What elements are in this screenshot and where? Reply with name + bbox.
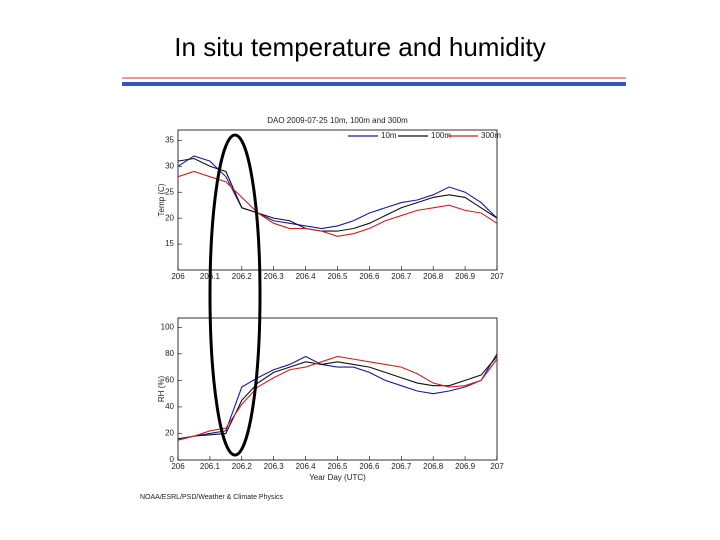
x-tick-label: 206.9 [455,272,476,281]
x-tick-label: 206.6 [359,272,380,281]
series-line [177,353,498,441]
y-tick-label: 40 [165,402,174,411]
series-line [177,170,498,237]
y-tick-label: 20 [165,213,174,222]
y-tick-label: 25 [165,187,174,196]
x-tick-label: 206.7 [391,462,412,471]
y-tick-label: 100 [161,322,175,331]
y-tick-label: 30 [165,161,174,170]
x-tick-label: 206.2 [232,462,253,471]
chart-title: DAO 2009-07-25 10m, 100m and 300m [267,116,408,125]
charts: DAO 2009-07-25 10m, 100m and 300m Temp (C… [157,116,504,482]
legend-label: 100m [431,131,451,140]
x-tick-label: 206.4 [296,272,317,281]
x-tick-label: 206.2 [232,272,253,281]
x-tick-label: 206.8 [423,462,444,471]
x-tick-label: 206.3 [264,272,285,281]
x-tick-label: 207 [490,462,504,471]
y-tick-label: 15 [165,239,174,248]
legend-label: 300m [481,131,501,140]
x-tick-label: 207 [490,272,504,281]
series-line [177,355,498,441]
y-axis-label: RH (%) [157,376,166,403]
x-tick-label: 206.7 [391,272,412,281]
x-tick-label: 206 [171,462,185,471]
x-tick-label: 206.5 [327,272,348,281]
x-tick-label: 206.9 [455,462,476,471]
x-tick-label: 206.3 [264,462,285,471]
series-line [177,157,498,232]
x-axis-label: Year Day (UTC) [309,473,366,482]
y-tick-label: 20 [165,429,174,438]
x-tick-label: 206.1 [200,462,221,471]
y-axis-label: Temp (C) [157,183,166,216]
y-tick-label: 80 [165,349,174,358]
x-tick-label: 206.5 [327,462,348,471]
y-tick-label: 35 [165,135,174,144]
slide-title: In situ temperature and humidity [174,32,545,62]
x-tick-label: 206.6 [359,462,380,471]
footer: NOAA/ESRL/PSD/Weather & Climate Physics [140,494,284,501]
y-tick-label: 60 [165,375,174,384]
highlight-ellipse [208,133,262,457]
x-tick-label: 206.8 [423,272,444,281]
y-tick-label: 0 [170,455,175,464]
x-tick-label: 206 [171,272,185,281]
legend-label: 10m [381,131,397,140]
x-tick-label: 206.4 [296,462,317,471]
